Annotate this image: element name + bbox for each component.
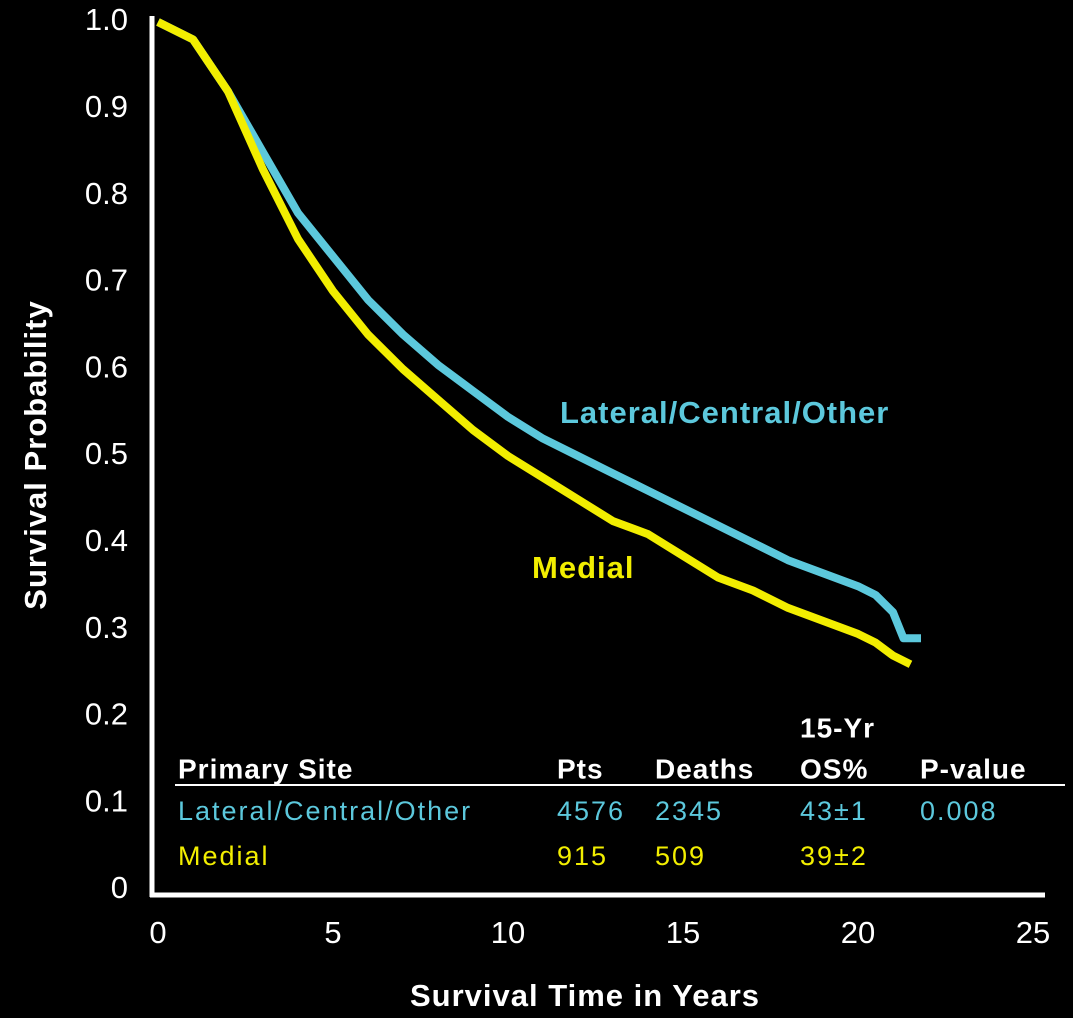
table-header: Pts <box>557 753 604 784</box>
table-cell: 39±2 <box>800 841 868 871</box>
table-cell: 509 <box>655 841 706 871</box>
y-tick-label: 1.0 <box>85 2 128 37</box>
x-tick-label: 5 <box>324 915 341 950</box>
y-tick-label: 0 <box>111 870 128 905</box>
x-axis-title: Survival Time in Years <box>410 978 760 1013</box>
y-tick-label: 0.4 <box>85 523 128 558</box>
y-tick-label: 0.5 <box>85 436 128 471</box>
y-tick-label: 0.9 <box>85 89 128 124</box>
table-cell: 915 <box>557 841 608 871</box>
curve-label: Medial <box>532 550 634 585</box>
survival-curve <box>156 18 913 668</box>
table-header: Deaths <box>655 753 754 784</box>
x-tick-label: 10 <box>491 915 525 950</box>
y-tick-label: 0.3 <box>85 610 128 645</box>
table-cell: 2345 <box>655 796 723 826</box>
table-cell: Lateral/Central/Other <box>178 796 472 826</box>
table-cell: 4576 <box>557 796 625 826</box>
table-header-note: 15-Yr <box>800 712 875 743</box>
y-axis-title: Survival Probability <box>18 300 53 609</box>
table-header: P-value <box>920 753 1027 784</box>
curve-label: Lateral/Central/Other <box>560 395 889 430</box>
table-cell: 0.008 <box>920 796 998 826</box>
table-cell: 43±1 <box>800 796 868 826</box>
x-tick-label: 0 <box>149 915 166 950</box>
y-tick-label: 0.2 <box>85 697 128 732</box>
y-tick-label: 0.6 <box>85 349 128 384</box>
x-tick-label: 15 <box>666 915 700 950</box>
table-header: OS% <box>800 753 868 784</box>
survival-curve <box>156 18 921 643</box>
table-header: Primary Site <box>178 753 353 784</box>
x-tick-label: 25 <box>1016 915 1050 950</box>
table-cell: Medial <box>178 841 270 871</box>
y-tick-label: 0.1 <box>85 783 128 818</box>
y-tick-label: 0.7 <box>85 263 128 298</box>
x-tick-label: 20 <box>841 915 875 950</box>
y-tick-label: 0.8 <box>85 176 128 211</box>
